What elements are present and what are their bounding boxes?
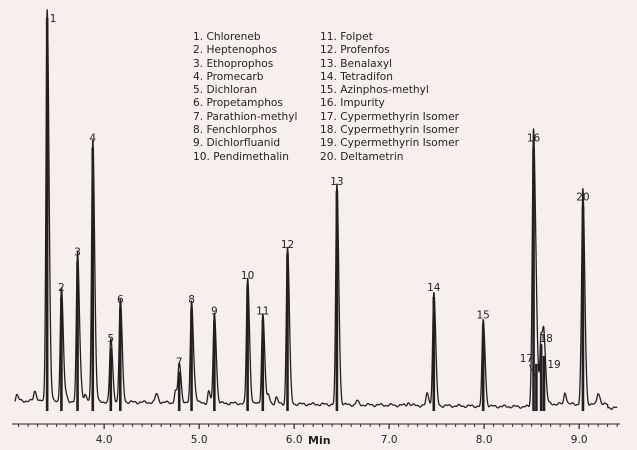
peak-label: 14 [427, 282, 441, 294]
legend-item: 20. Deltametrin [320, 150, 404, 163]
legend-item: 9. Dichlorfluanid [193, 137, 281, 150]
peak-label: 13 [330, 176, 343, 188]
x-tick-label: 9.0 [571, 434, 588, 446]
peak-label: 20 [576, 192, 589, 204]
x-tick-label: 6.0 [286, 434, 303, 446]
legend-item: 2. Heptenophos [193, 44, 277, 57]
legend-item: 13. Benalaxyl [320, 57, 393, 70]
peak-label: 2 [58, 282, 65, 294]
peak-label: 11 [256, 306, 269, 318]
legend-right-column: 11. Folpet 12. Profenfos 13. Benalaxyl 14. … [320, 31, 459, 164]
peak-label: 3 [74, 247, 81, 259]
legend-item: 4. Promecarb [193, 70, 264, 83]
peak-label: 17 [520, 353, 533, 365]
x-tick-label: 5.0 [191, 434, 208, 446]
legend-item: 12. Profenfos [320, 44, 390, 57]
x-axis-title: Min [308, 434, 331, 447]
legend-item: 19. Cypermethyrin Isomer [320, 137, 459, 150]
peak-label: 1 [50, 13, 57, 25]
peak-label: 5 [107, 333, 114, 345]
peak-label: 12 [281, 239, 294, 251]
legend-item: 15. Azinphos-methyl [320, 84, 429, 97]
legend-item: 16. Impurity [320, 97, 385, 110]
peak-label: 18 [539, 333, 552, 345]
x-tick-label: 8.0 [476, 434, 493, 446]
legend-item: 6. Propetamphos [193, 97, 283, 110]
legend-left-column: 1. Chloreneb 2. Heptenophos 3. Ethoprophos… [193, 31, 297, 164]
trace-line [14, 9, 618, 410]
peak-label: 4 [89, 133, 96, 145]
peak-label: 19 [547, 359, 560, 371]
peak-label: 15 [477, 310, 490, 322]
legend-item: 7. Parathion-methyl [193, 110, 298, 123]
legend-item: 10. Pendimethalin [193, 150, 289, 163]
legend-item: 18. Cypermethyrin Isomer [320, 124, 459, 137]
legend-item: 14. Tetradifon [320, 70, 393, 83]
peak-label: 6 [117, 294, 124, 306]
legend-item: 11. Folpet [320, 31, 373, 43]
legend-item: 1. Chloreneb [193, 31, 261, 43]
legend-item: 5. Dichloran [193, 84, 258, 97]
legend-item: 3. Ethoprophos [193, 57, 274, 70]
x-axis: 4.0 5.0 6.0 7.0 8.0 9.0 [12, 423, 620, 446]
peak-label: 9 [211, 306, 218, 318]
peak-17-leader-line [529, 364, 537, 379]
x-tick-label: 4.0 [96, 434, 113, 446]
chromatogram-trace [14, 9, 618, 411]
peak-label: 16 [527, 133, 541, 145]
legend-item: 17. Cypermethyrin Isomer [320, 110, 459, 123]
peak-label: 10 [241, 270, 254, 282]
peak-label: 7 [176, 357, 183, 369]
legend-item: 8. Fenchlorphos [193, 124, 277, 137]
x-tick-label: 7.0 [381, 434, 398, 446]
peak-label: 8 [188, 294, 195, 306]
